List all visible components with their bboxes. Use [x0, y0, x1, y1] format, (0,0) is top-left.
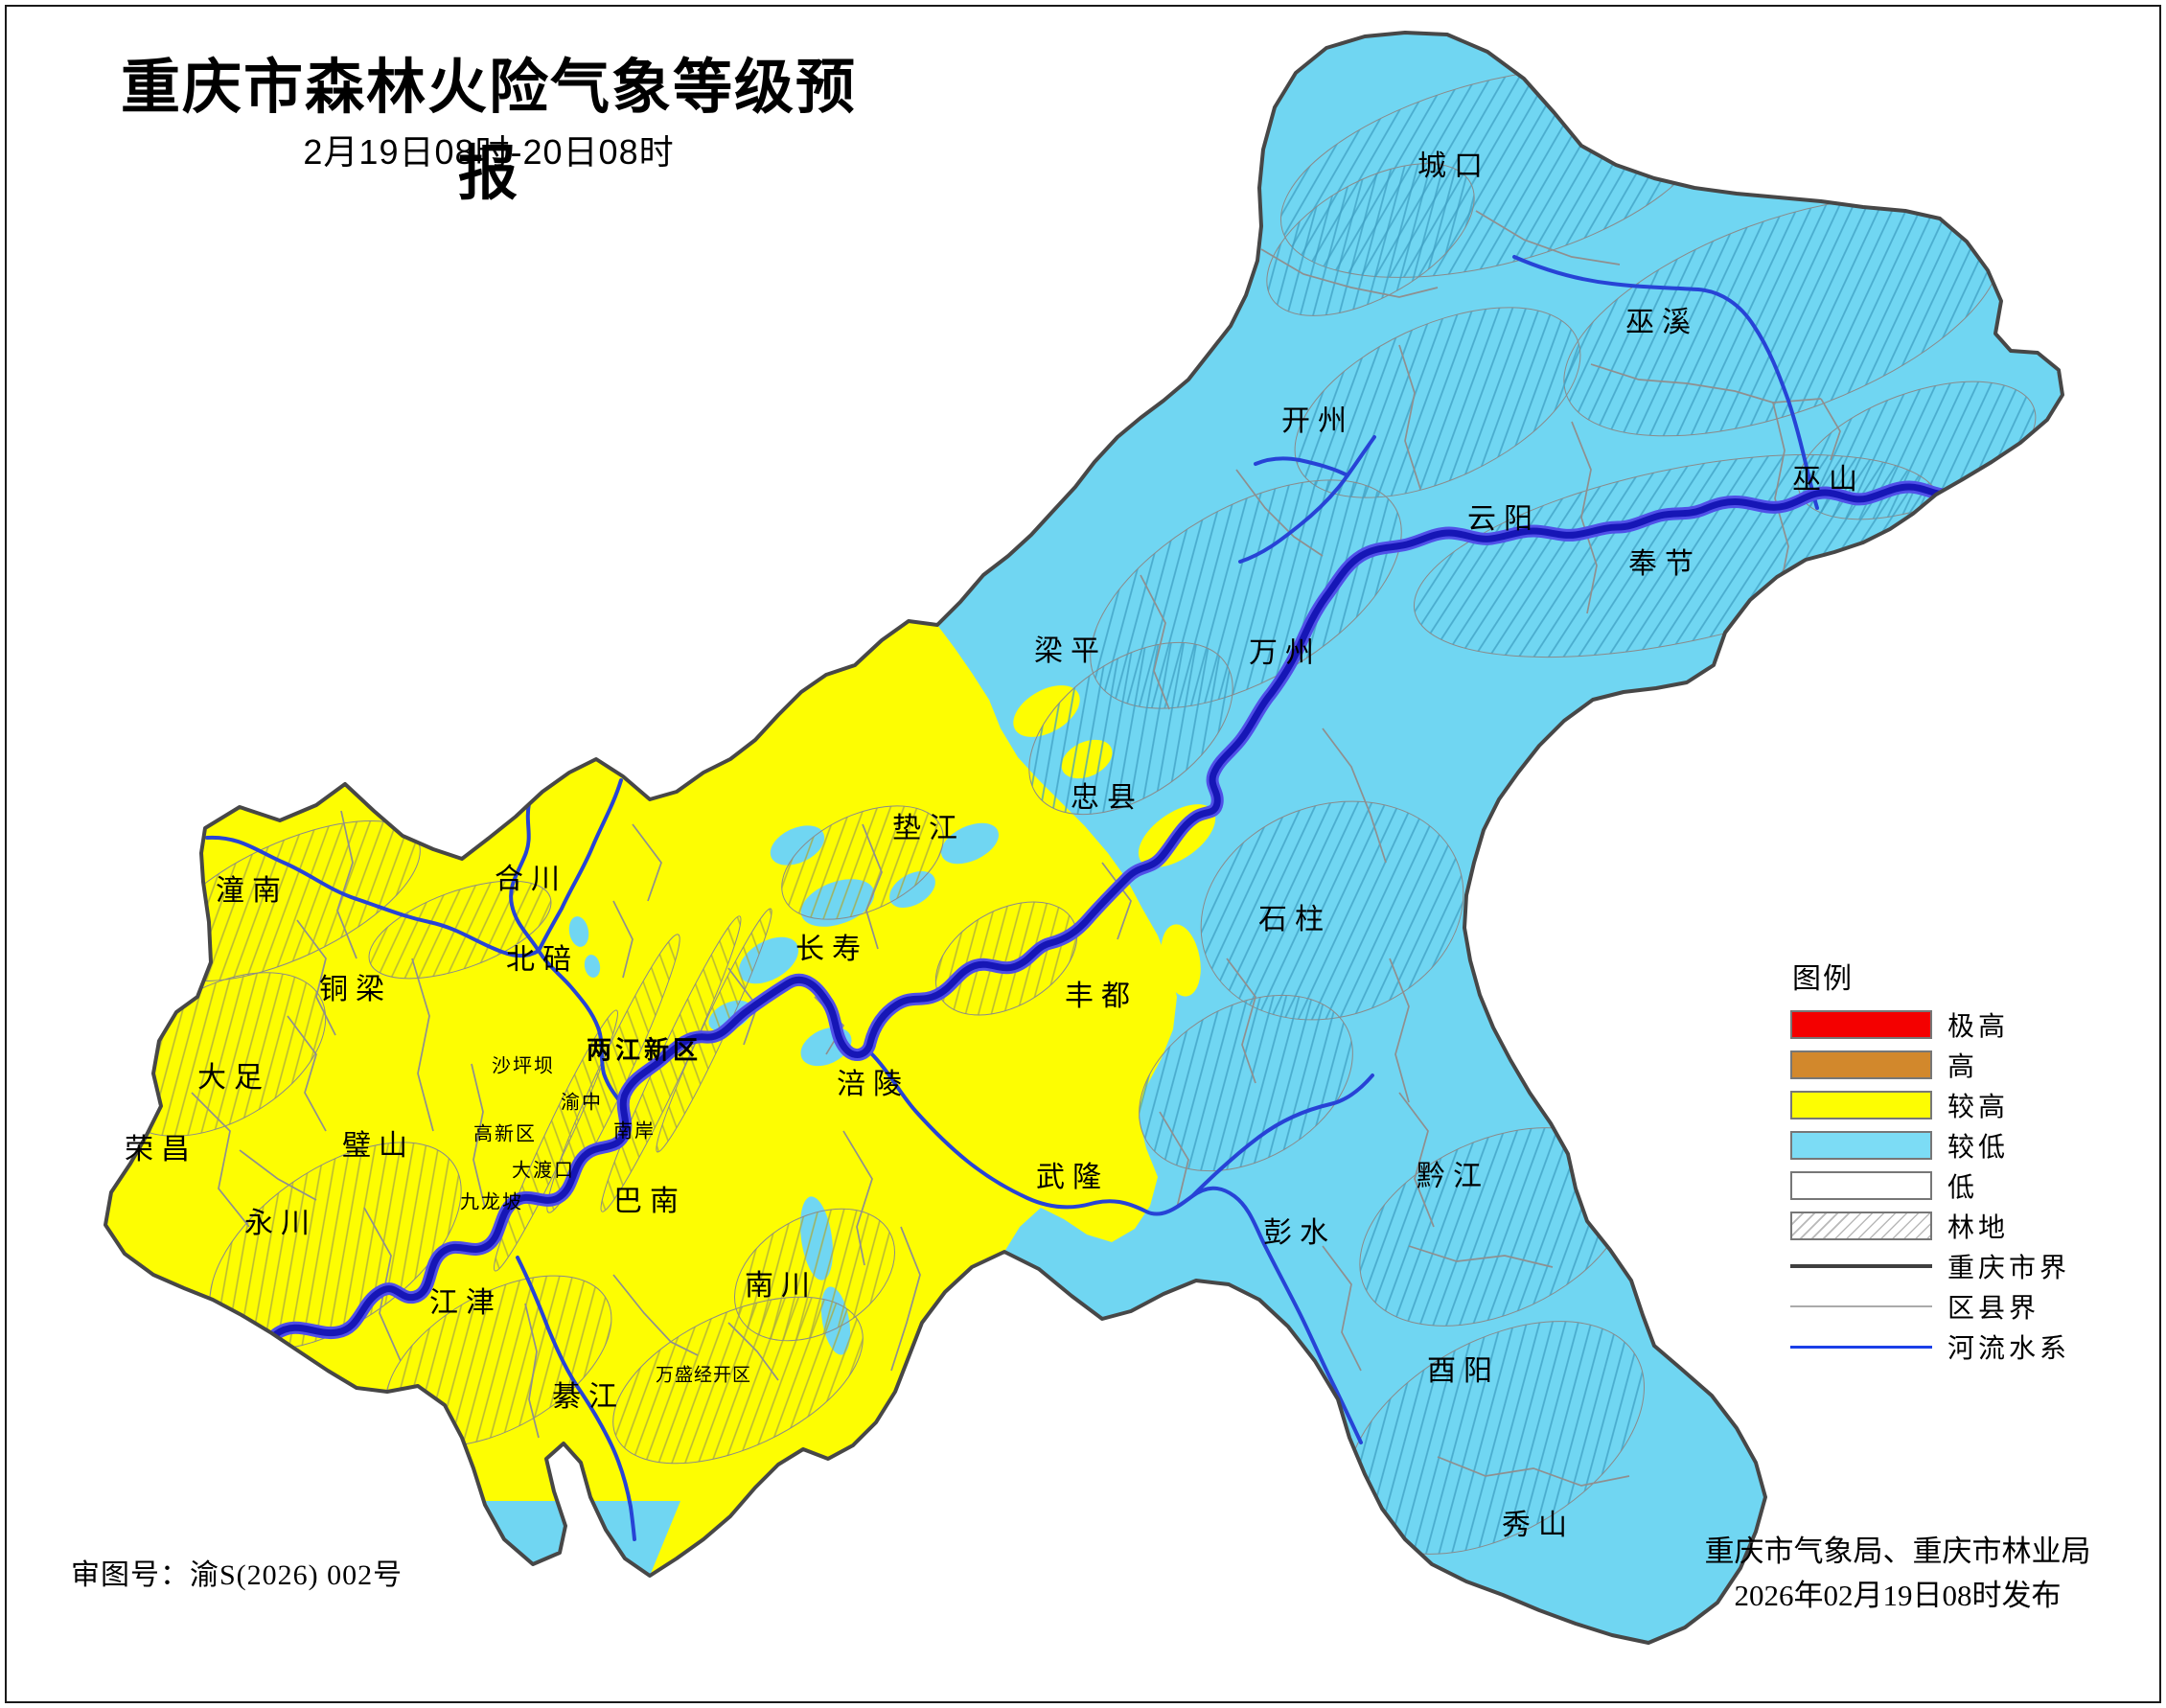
legend-color-swatch	[1790, 1050, 1932, 1079]
legend-color-swatch	[1790, 1131, 1932, 1160]
legend-item-label: 林地	[1947, 1213, 2010, 1243]
legend-item: 重庆市界	[1790, 1250, 2087, 1283]
yangtze-river	[269, 480, 2062, 1341]
legend-item: 较低	[1790, 1129, 2087, 1163]
page-title: 重庆市森林火险气象等级预报	[120, 56, 857, 207]
legend-item-label: 极高	[1947, 1012, 2010, 1042]
legend-item: 低	[1790, 1169, 2087, 1203]
publisher-line2: 2026年02月19日08时发布	[1734, 1579, 2062, 1612]
legend-item: 河流水系	[1790, 1330, 2087, 1364]
publisher-line1: 重庆市气象局、重庆市林业局	[1704, 1535, 2091, 1568]
legend-line-sample	[1790, 1345, 1932, 1349]
publisher-block: 重庆市气象局、重庆市林业局 2026年02月19日08时发布	[1658, 1530, 2137, 1618]
city-boundary	[104, 31, 2064, 1645]
legend-item-label: 区县界	[1947, 1294, 2040, 1324]
county-boundaries	[191, 210, 1841, 1487]
legend: 图例 极高高较高较低低林地重庆市界区县界河流水系	[1790, 955, 2087, 1371]
legend-item-label: 较低	[1947, 1133, 2010, 1163]
legend-item: 较高	[1790, 1089, 2087, 1122]
legend-items: 极高高较高较低低林地重庆市界区县界河流水系	[1790, 1008, 2087, 1364]
low-zone-south-tips	[479, 1497, 680, 1576]
legend-item: 极高	[1790, 1008, 2087, 1042]
legend-color-swatch	[1790, 1212, 1932, 1240]
legend-title: 图例	[1792, 963, 1854, 995]
legend-item-label: 高	[1947, 1052, 1979, 1082]
legend-color-swatch	[1790, 1010, 1932, 1039]
legend-item: 区县界	[1790, 1290, 2087, 1324]
map-approval-number: 审图号：渝S(2026) 002号	[71, 1559, 403, 1591]
legend-line-sample	[1790, 1264, 1932, 1268]
legend-item-label: 重庆市界	[1947, 1254, 2071, 1283]
legend-color-swatch	[1790, 1171, 1932, 1200]
legend-item-label: 低	[1947, 1173, 1979, 1203]
legend-item-label: 河流水系	[1947, 1334, 2071, 1364]
legend-item-label: 较高	[1947, 1093, 2010, 1122]
legend-item: 高	[1790, 1049, 2087, 1082]
river-network	[205, 255, 2062, 1541]
legend-item: 林地	[1790, 1210, 2087, 1243]
legend-line-sample	[1790, 1305, 1932, 1307]
legend-color-swatch	[1790, 1091, 1932, 1119]
forecast-period: 2月19日08时-20日08时	[303, 132, 675, 172]
tributary-rivers	[205, 255, 1819, 1541]
